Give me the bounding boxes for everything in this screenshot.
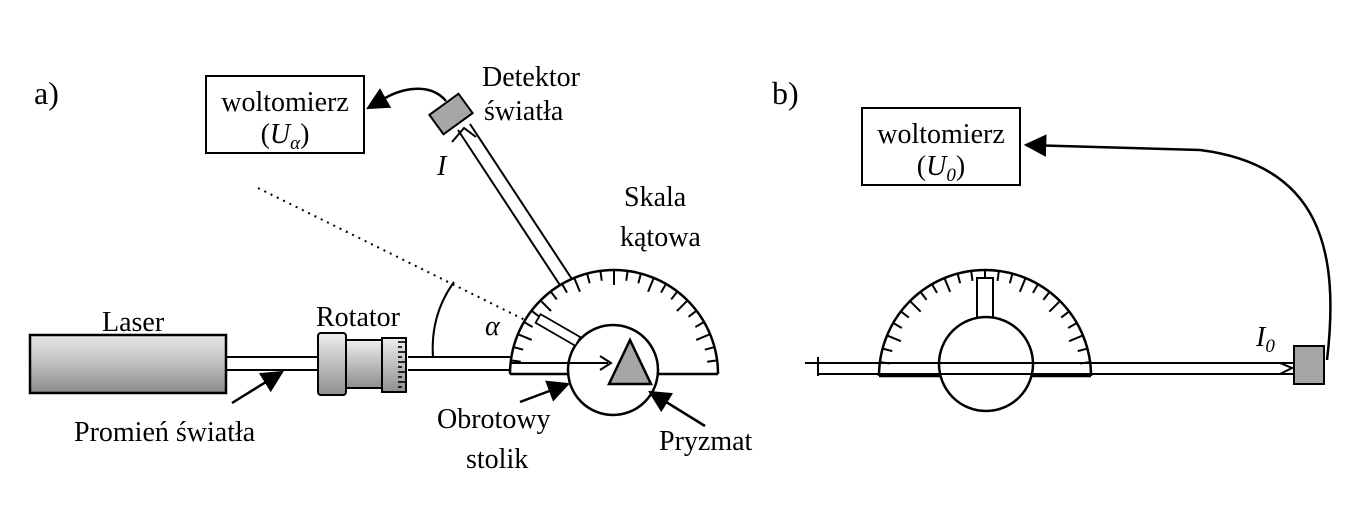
scale-label-2: kątowa xyxy=(620,222,701,253)
scale-a-tick xyxy=(695,333,711,341)
scale-b-tick xyxy=(931,283,938,294)
scale-a-tick xyxy=(561,283,568,294)
scale-a-tick xyxy=(510,359,521,363)
intensity-symbol-a: I xyxy=(436,151,448,182)
angle-symbol: α xyxy=(485,311,501,342)
scale-b-tick xyxy=(1067,322,1078,329)
scale-a-tick xyxy=(586,273,591,284)
scale-a-tick xyxy=(704,346,715,351)
beam-label: Promień światła xyxy=(74,417,256,448)
polarization-rotator xyxy=(317,332,407,396)
scale-b-tick xyxy=(970,270,974,281)
scale-b-tick xyxy=(882,347,893,353)
scale-b-tick xyxy=(892,322,903,329)
angle-arc xyxy=(431,281,455,359)
panel-a-label: a) xyxy=(34,75,59,111)
rotary-stage xyxy=(566,323,660,417)
rotator-label: Rotator xyxy=(316,302,401,333)
scale-b-tick xyxy=(1042,291,1051,301)
scale-b-tick xyxy=(996,270,1000,281)
scale-b-tick xyxy=(919,291,928,301)
scale-label-1: Skala xyxy=(624,182,687,213)
laser-label: Laser xyxy=(102,307,165,338)
scale-b-tick xyxy=(943,277,952,293)
scale-a-tick xyxy=(523,321,534,328)
scale-b-tick xyxy=(1008,273,1014,284)
scale-b-tick xyxy=(1060,310,1070,319)
scale-b-tick xyxy=(900,310,910,319)
scale-a-tick xyxy=(637,273,642,284)
laser-source xyxy=(28,333,228,395)
scale-b-tick xyxy=(956,273,962,284)
scale-a-tick xyxy=(670,290,679,301)
voltmeter-b-title: woltomierz xyxy=(877,119,1005,150)
scale-b-tick xyxy=(1018,277,1027,293)
scale-b-tick xyxy=(1048,300,1061,313)
scale-b-tick xyxy=(1032,283,1039,294)
scale-a-tick xyxy=(513,346,524,351)
scale-b-tick xyxy=(886,334,902,343)
prism xyxy=(607,337,653,386)
beam-pointer-arrow xyxy=(231,370,284,405)
scale-a-tick xyxy=(660,283,667,294)
signal-cable-b xyxy=(1023,134,1332,361)
panel-a: a) woltomierz (Uα) Detektor światła I α xyxy=(28,62,753,475)
scale-a-tick xyxy=(647,277,655,293)
scale-a-tick xyxy=(549,290,558,301)
light-detector-b xyxy=(1293,345,1325,385)
reference-dotted-line xyxy=(257,187,611,363)
stage-pointer-arrow xyxy=(519,380,571,404)
voltmeter-a-title: woltomierz xyxy=(221,87,349,118)
stage-label-2: stolik xyxy=(466,444,528,475)
intensity-symbol-b: I0 xyxy=(1255,322,1275,357)
scale-b-tick xyxy=(1077,347,1088,353)
scale-b-tick xyxy=(1068,334,1084,343)
voltmeter-a-reading: (Uα) xyxy=(261,119,310,154)
panel-b: b) woltomierz (U0) I0 xyxy=(772,75,1332,413)
scale-a-tick xyxy=(707,359,718,363)
scale-b-tick xyxy=(909,300,922,313)
panel-b-label: b) xyxy=(772,75,799,111)
prism-pointer-arrow xyxy=(648,390,706,428)
stage-label-1: Obrotowy xyxy=(437,404,551,435)
stage-pointer xyxy=(534,312,582,348)
angular-scale-a xyxy=(508,268,720,376)
detector-post xyxy=(976,277,994,321)
scale-a-tick xyxy=(573,277,581,293)
scale-a-tick xyxy=(539,299,552,312)
scale-a-tick xyxy=(676,299,689,312)
scale-a-tick xyxy=(530,309,541,318)
detector-label-1: Detektor xyxy=(482,62,581,93)
voltmeter-a: woltomierz (Uα) xyxy=(205,75,365,154)
scale-a-tick xyxy=(625,270,629,281)
detector-label-2: światła xyxy=(484,96,564,127)
scale-a-tick xyxy=(694,321,705,328)
incident-beam xyxy=(226,355,613,371)
prism-label: Pryzmat xyxy=(659,426,753,457)
voltmeter-b: woltomierz (U0) xyxy=(861,107,1021,186)
light-detector xyxy=(427,92,475,136)
scale-a-tick xyxy=(517,333,533,341)
signal-cable-a xyxy=(366,87,447,110)
scale-a-tick xyxy=(687,309,698,318)
direct-beam xyxy=(805,357,1295,376)
scale-a-tick xyxy=(599,270,603,281)
voltmeter-b-reading: (U0) xyxy=(917,151,965,186)
